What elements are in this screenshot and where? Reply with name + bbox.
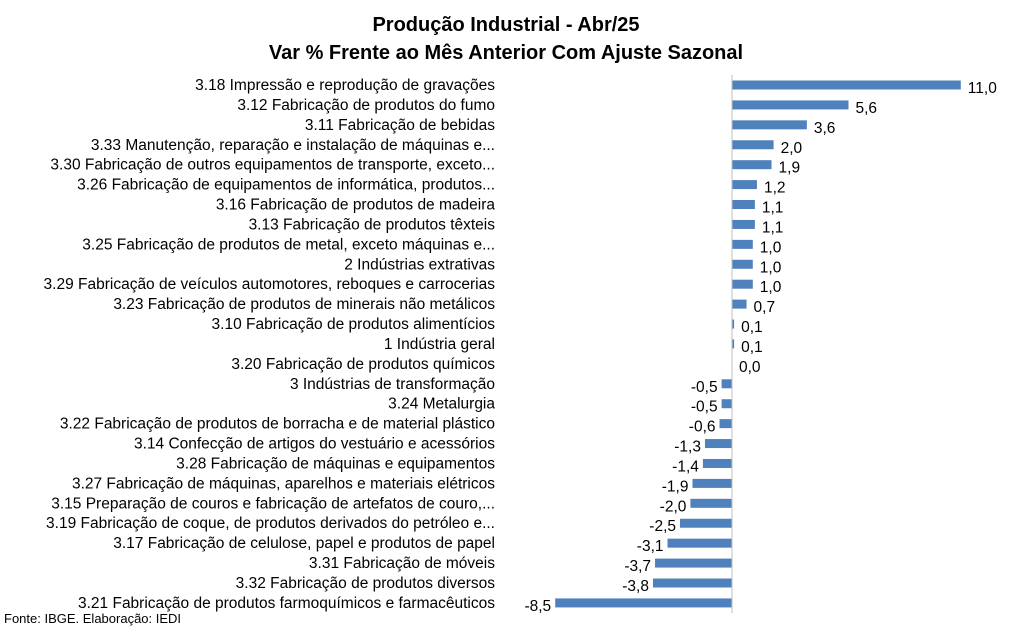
category-label-13: 1 Indústria geral — [384, 336, 495, 353]
category-label-10: 3.29 Fabricação de veículos automotores,… — [44, 276, 496, 293]
category-label-12: 3.10 Fabricação de produtos alimentícios — [212, 316, 496, 333]
value-label-16: -0,5 — [691, 399, 718, 416]
bar-8 — [732, 239, 753, 249]
bar-20 — [692, 478, 732, 488]
category-label-6: 3.16 Fabricação de produtos de madeira — [216, 197, 496, 214]
value-label-22: -2,5 — [649, 518, 676, 535]
value-label-8: 1,0 — [760, 239, 782, 256]
value-label-17: -0,6 — [689, 419, 716, 436]
bar-4 — [732, 160, 772, 170]
value-label-14: 0,0 — [739, 359, 761, 376]
category-label-22: 3.19 Fabricação de coque, de produtos de… — [46, 515, 495, 532]
category-label-0: 3.18 Impressão e reprodução de gravações — [195, 77, 495, 94]
source-note: Fonte: IBGE. Elaboração: IEDI — [4, 611, 182, 626]
bar-9 — [732, 259, 753, 269]
bar-23 — [667, 538, 732, 548]
category-label-20: 3.27 Fabricação de máquinas, aparelhos e… — [72, 475, 495, 492]
bar-15 — [721, 379, 732, 389]
category-label-19: 3.28 Fabricação de máquinas e equipament… — [176, 455, 495, 472]
value-label-26: -8,5 — [524, 598, 551, 615]
value-label-20: -1,9 — [662, 478, 689, 495]
bars-group — [555, 80, 961, 608]
bar-3 — [732, 140, 774, 150]
category-label-25: 3.32 Fabricação de produtos diversos — [236, 575, 496, 592]
category-label-24: 3.31 Fabricação de móveis — [309, 555, 495, 572]
value-labels: 11,0 5,6 3,6 2,0 1,9 1,2 1,1 1,1 1,0 1,0 1,0 0,7 0,1… — [524, 80, 997, 615]
value-label-25: -3,8 — [622, 578, 649, 595]
bar-22 — [680, 518, 732, 528]
bar-1 — [732, 100, 849, 110]
value-label-12: 0,1 — [741, 319, 763, 336]
bar-16 — [721, 399, 732, 409]
bar-25 — [652, 578, 732, 588]
value-label-10: 1,0 — [760, 279, 782, 296]
category-label-26: 3.21 Fabricação de produtos farmoquímico… — [78, 595, 495, 612]
bar-18 — [704, 439, 732, 449]
category-label-14: 3.20 Fabricação de produtos químicos — [231, 356, 495, 373]
bar-19 — [702, 458, 732, 468]
value-label-5: 1,2 — [764, 180, 786, 197]
bar-7 — [732, 219, 755, 229]
category-label-18: 3.14 Confecção de artigos do vestuário e… — [134, 436, 495, 453]
value-label-13: 0,1 — [741, 339, 763, 356]
bar-12 — [732, 319, 735, 329]
category-label-1: 3.12 Fabricação de produtos do fumo — [237, 97, 495, 114]
bar-5 — [732, 180, 757, 190]
value-label-0: 11,0 — [968, 80, 997, 97]
value-label-11: 0,7 — [754, 299, 776, 316]
category-labels: 3.18 Impressão e reprodução de gravações… — [44, 77, 496, 612]
bar-11 — [732, 299, 747, 309]
bar-10 — [732, 279, 753, 289]
category-label-11: 3.23 Fabricação de produtos de minerais … — [113, 296, 495, 313]
value-label-15: -0,5 — [691, 379, 718, 396]
value-label-24: -3,7 — [624, 558, 651, 575]
value-label-21: -2,0 — [660, 498, 687, 515]
bar-13 — [732, 339, 735, 349]
value-label-18: -1,3 — [674, 439, 701, 456]
value-label-23: -3,1 — [637, 538, 664, 555]
bar-26 — [555, 598, 732, 608]
category-label-8: 3.25 Fabricação de produtos de metal, ex… — [82, 236, 495, 253]
value-label-4: 1,9 — [779, 160, 801, 177]
category-label-3: 3.33 Manutenção, reparação e instalação … — [91, 137, 495, 154]
value-label-3: 2,0 — [781, 140, 803, 157]
value-label-1: 5,6 — [855, 100, 877, 117]
bar-17 — [719, 419, 732, 429]
bar-6 — [732, 200, 755, 210]
value-label-19: -1,4 — [672, 458, 699, 475]
category-label-7: 3.13 Fabricação de produtos têxteis — [249, 216, 496, 233]
category-label-2: 3.11 Fabricação de bebidas — [305, 117, 495, 134]
category-label-5: 3.26 Fabricação de equipamentos de infor… — [77, 177, 495, 194]
bar-21 — [690, 498, 732, 508]
value-label-9: 1,0 — [760, 259, 782, 276]
bar-24 — [655, 558, 732, 568]
category-label-16: 3.24 Metalurgia — [388, 396, 495, 413]
category-label-23: 3.17 Fabricação de celulose, papel e pro… — [113, 535, 495, 552]
chart-subtitle: Var % Frente ao Mês Anterior Com Ajuste … — [268, 42, 744, 64]
category-label-21: 3.15 Preparação de couros e fabricação d… — [51, 495, 495, 512]
bar-2 — [732, 120, 807, 130]
bar-0 — [732, 80, 961, 90]
chart-title: Produção Industrial - Abr/25 — [372, 14, 640, 36]
category-label-17: 3.22 Fabricação de produtos de borracha … — [60, 416, 495, 433]
value-label-2: 3,6 — [814, 120, 836, 137]
category-label-9: 2 Indústrias extrativas — [344, 256, 495, 273]
value-label-7: 1,1 — [762, 219, 784, 236]
value-label-6: 1,1 — [762, 200, 784, 217]
category-label-15: 3 Indústrias de transformação — [290, 376, 495, 393]
category-label-4: 3.30 Fabricação de outros equipamentos d… — [50, 157, 495, 174]
